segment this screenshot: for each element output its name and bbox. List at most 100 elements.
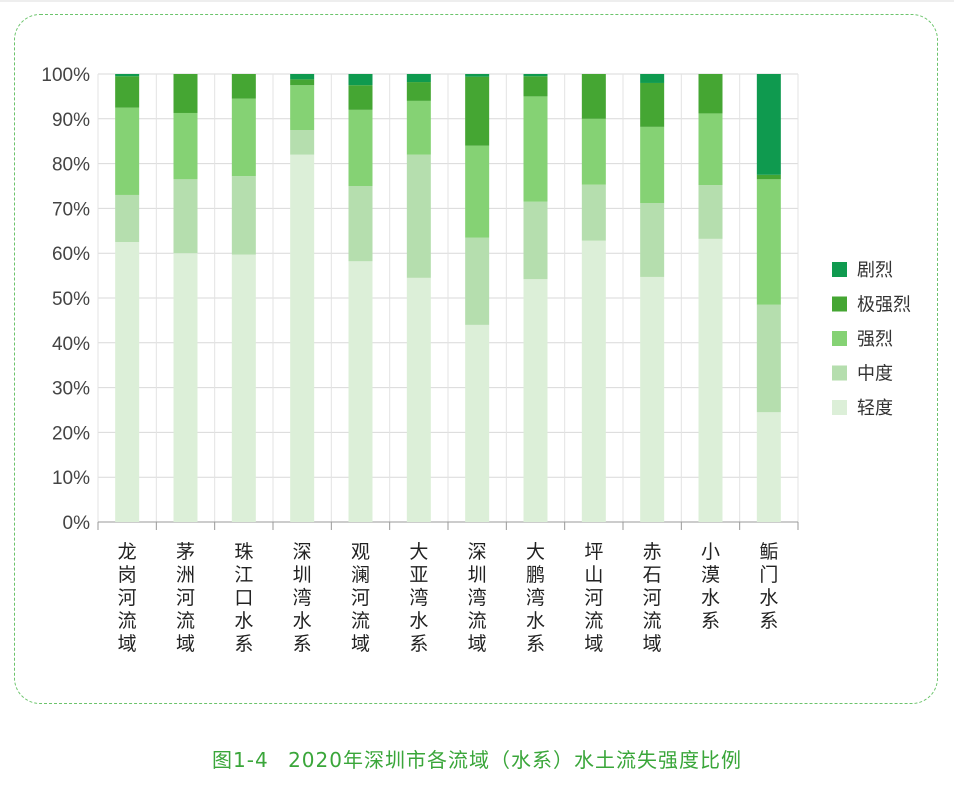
- x-tick-label: 水: [234, 610, 253, 632]
- x-tick-label: 系: [701, 610, 720, 632]
- bar-segment: [231, 74, 256, 99]
- x-tick-label: 门: [759, 564, 778, 586]
- bar-segment: [581, 240, 606, 522]
- bar-segment: [523, 74, 548, 77]
- bar-segment: [115, 107, 140, 195]
- x-tick-label: 域: [118, 633, 137, 655]
- bar-segment: [465, 237, 490, 325]
- x-tick-label: 坪: [584, 541, 603, 563]
- bar-segment: [581, 118, 606, 185]
- bar-segment: [115, 242, 140, 522]
- bar-segment: [290, 130, 315, 155]
- bar-segment: [406, 100, 431, 155]
- x-tick-label: 水: [293, 610, 312, 632]
- legend-label: 强烈: [857, 329, 893, 350]
- bar-segment: [640, 276, 665, 522]
- x-tick-label: 流: [468, 610, 487, 632]
- bar-segment: [406, 82, 431, 101]
- x-tick-label: 深: [468, 541, 487, 563]
- bar-segment: [523, 279, 548, 522]
- x-tick-label: 系: [759, 610, 778, 632]
- bar-segment: [406, 277, 431, 522]
- bar-segment: [115, 74, 140, 77]
- caption-number: 图1-4: [212, 748, 269, 772]
- x-tick-label: 亚: [409, 564, 428, 586]
- y-tick-label: 40%: [52, 334, 90, 355]
- bar-segment: [756, 304, 781, 413]
- bar-segment: [348, 186, 373, 262]
- bar-segment: [581, 74, 606, 119]
- x-tick-label: 域: [176, 633, 195, 655]
- bar-segment: [348, 85, 373, 110]
- legend-label: 极强烈: [857, 295, 911, 316]
- x-tick-label: 湾: [526, 587, 545, 609]
- x-tick-label: 河: [118, 587, 137, 609]
- bar-segment: [348, 109, 373, 186]
- x-tick-label: 鲘: [759, 541, 778, 563]
- y-tick-label: 90%: [52, 110, 90, 131]
- x-tick-label: 河: [176, 587, 195, 609]
- bar-segment: [290, 85, 315, 130]
- y-tick-label: 80%: [52, 155, 90, 176]
- bar-segment: [115, 76, 140, 108]
- x-tick-label: 系: [526, 633, 545, 655]
- bar-segment: [465, 324, 490, 522]
- bar-segment: [173, 253, 198, 522]
- y-tick-label: 10%: [52, 468, 90, 489]
- x-tick-label: 湾: [468, 587, 487, 609]
- x-tick-label: 河: [584, 587, 603, 609]
- x-tick-label: 洲: [176, 564, 195, 586]
- legend-swatch: [832, 400, 847, 415]
- bar-segment: [348, 74, 373, 86]
- x-tick-label: 系: [293, 633, 312, 655]
- legend-swatch: [832, 262, 847, 277]
- x-tick-label: 小: [701, 541, 720, 563]
- bar-segment: [348, 261, 373, 522]
- bar-segment: [290, 154, 315, 522]
- x-tick-label: 岗: [118, 564, 137, 586]
- bar-segment: [756, 174, 781, 180]
- bar-segment: [173, 74, 198, 113]
- y-tick-label: 30%: [52, 379, 90, 400]
- y-tick-label: 70%: [52, 199, 90, 220]
- bar-segment: [756, 412, 781, 522]
- top-rule: [0, 0, 954, 2]
- legend-label: 剧烈: [857, 260, 893, 281]
- bar-segment: [581, 184, 606, 241]
- legend-label: 中度: [857, 364, 893, 385]
- x-tick-label: 水: [701, 587, 720, 609]
- legend-label: 轻度: [857, 398, 893, 419]
- x-tick-label: 河: [643, 587, 662, 609]
- x-tick-label: 系: [234, 633, 253, 655]
- x-tick-label: 山: [584, 564, 603, 586]
- x-tick-label: 河: [351, 587, 370, 609]
- x-tick-label: 大: [526, 541, 545, 563]
- bar-segment: [640, 82, 665, 127]
- bar-segment: [290, 74, 315, 80]
- x-tick-label: 圳: [468, 564, 487, 586]
- x-tick-label: 域: [468, 633, 487, 655]
- bar-segment: [173, 179, 198, 254]
- x-tick-label: 水: [409, 610, 428, 632]
- bar-segment: [523, 96, 548, 202]
- x-tick-label: 石: [643, 564, 662, 586]
- x-tick-label: 流: [118, 610, 137, 632]
- x-tick-label: 流: [584, 610, 603, 632]
- legend-swatch: [832, 296, 847, 312]
- x-tick-label: 赤: [643, 541, 662, 563]
- bar-segment: [523, 201, 548, 280]
- x-tick-label: 水: [526, 610, 545, 632]
- legend-swatch: [832, 331, 847, 346]
- bar-segment: [640, 203, 665, 277]
- y-tick-label: 20%: [52, 423, 90, 444]
- bar-segment: [173, 112, 198, 180]
- x-tick-label: 流: [176, 610, 195, 632]
- x-tick-label: 鹏: [526, 564, 545, 586]
- bar-segment: [406, 74, 431, 83]
- x-tick-label: 圳: [293, 564, 312, 586]
- x-tick-label: 龙: [118, 541, 137, 563]
- bar-segment: [756, 179, 781, 305]
- y-tick-label: 100%: [41, 65, 90, 86]
- y-tick-label: 60%: [52, 244, 90, 265]
